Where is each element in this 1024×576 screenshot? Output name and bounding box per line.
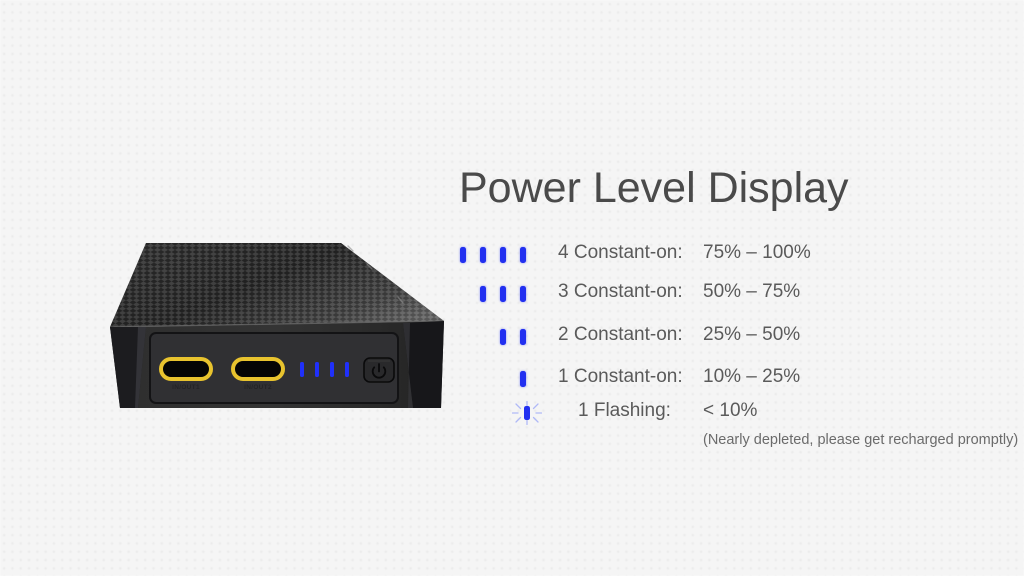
svg-text:IN/OUT1: IN/OUT1 <box>172 384 200 391</box>
svg-text:IN/OUT2: IN/OUT2 <box>244 384 272 391</box>
